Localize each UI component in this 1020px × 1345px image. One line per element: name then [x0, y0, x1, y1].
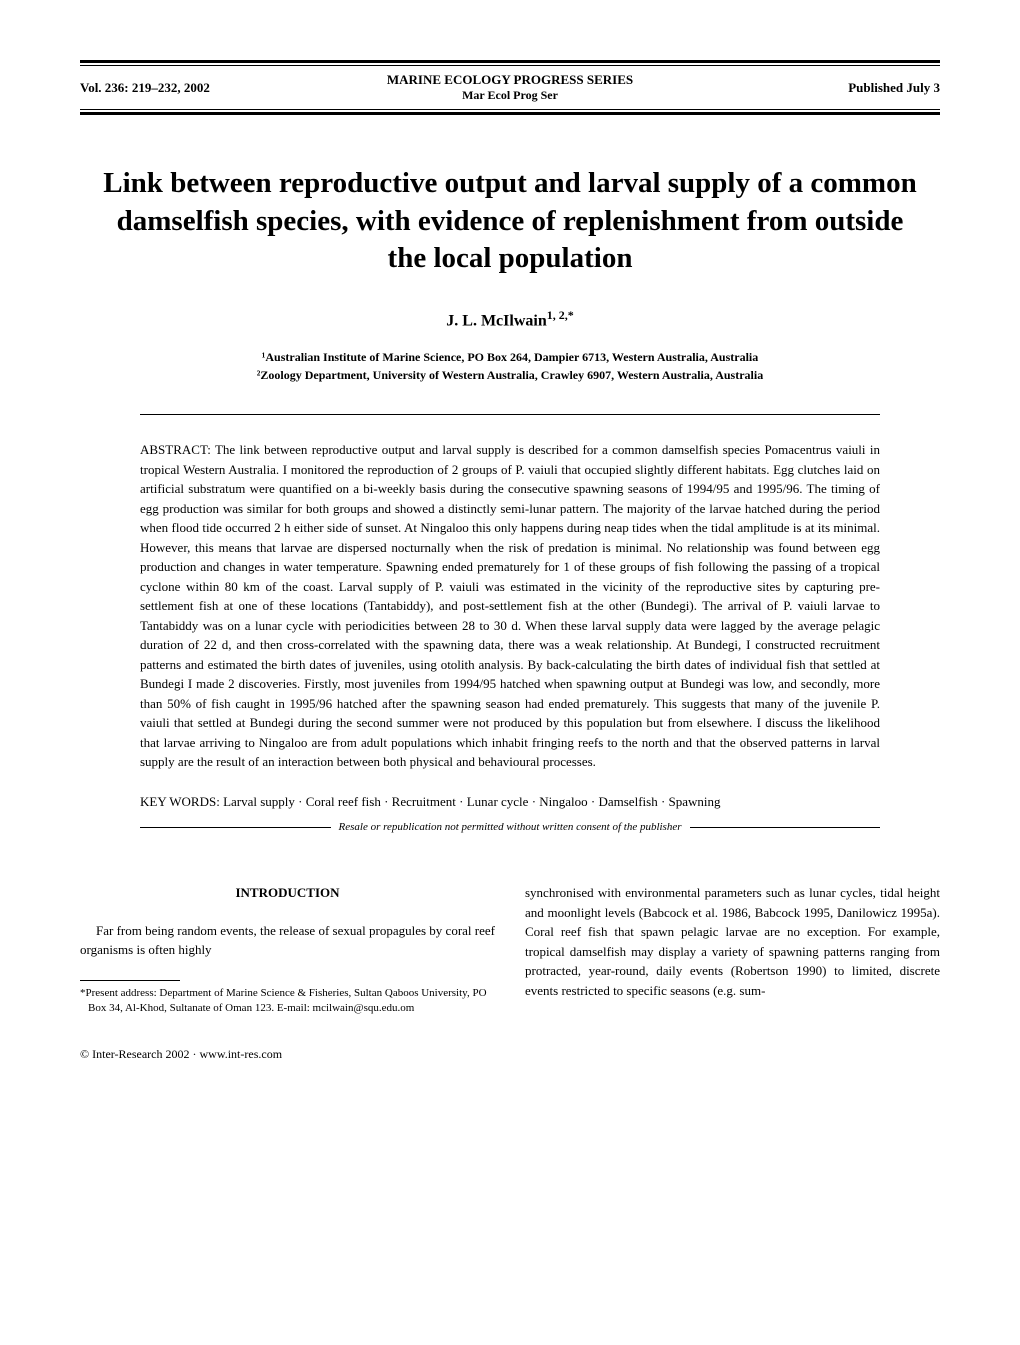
footnote-rule	[80, 980, 180, 981]
author-superscript: 1, 2,*	[547, 308, 574, 322]
published-date: Published July 3	[725, 80, 940, 96]
abstract-top-rule	[140, 414, 880, 415]
author-text: J. L. McIlwain	[446, 312, 546, 329]
header-rule-top-thick	[80, 60, 940, 63]
author-name: J. L. McIlwain1, 2,*	[80, 308, 940, 330]
intro-para-left: Far from being random events, the releas…	[80, 921, 495, 960]
paper-title: Link between reproductive output and lar…	[100, 165, 920, 278]
series-abbrev: Mar Ecol Prog Ser	[295, 88, 725, 103]
affiliation-1: ¹Australian Institute of Marine Science,…	[80, 348, 940, 366]
header-rule-bottom-thick	[80, 112, 940, 115]
keywords-block: KEY WORDS: Larval supply · Coral reef fi…	[140, 792, 880, 812]
header-bar: Vol. 236: 219–232, 2002 MARINE ECOLOGY P…	[80, 66, 940, 109]
affiliation-2: ²Zoology Department, University of Weste…	[80, 366, 940, 384]
keywords-text: Larval supply · Coral reef fish · Recrui…	[223, 794, 720, 809]
affiliations-block: ¹Australian Institute of Marine Science,…	[80, 348, 940, 384]
resale-notice: Resale or republication not permitted wi…	[140, 821, 880, 833]
body-columns: INTRODUCTION Far from being random event…	[80, 883, 940, 1016]
left-column: INTRODUCTION Far from being random event…	[80, 883, 495, 1016]
abstract-text: The link between reproductive output and…	[140, 442, 880, 769]
series-info: MARINE ECOLOGY PROGRESS SERIES Mar Ecol …	[295, 72, 725, 103]
copyright-footer: © Inter-Research 2002 · www.int-res.com	[80, 1047, 940, 1062]
intro-para-right: synchronised with environmental paramete…	[525, 883, 940, 1000]
abstract-label: ABSTRACT:	[140, 442, 215, 457]
keywords-label: KEY WORDS:	[140, 794, 223, 809]
footnote-text: *Present address: Department of Marine S…	[80, 986, 495, 1017]
right-column: synchronised with environmental paramete…	[525, 883, 940, 1016]
header-rule-bottom-thin	[80, 109, 940, 110]
abstract-block: ABSTRACT: The link between reproductive …	[140, 440, 880, 772]
intro-heading: INTRODUCTION	[80, 883, 495, 903]
series-title: MARINE ECOLOGY PROGRESS SERIES	[295, 72, 725, 88]
resale-text: Resale or republication not permitted wi…	[339, 821, 682, 833]
volume-info: Vol. 236: 219–232, 2002	[80, 80, 295, 96]
